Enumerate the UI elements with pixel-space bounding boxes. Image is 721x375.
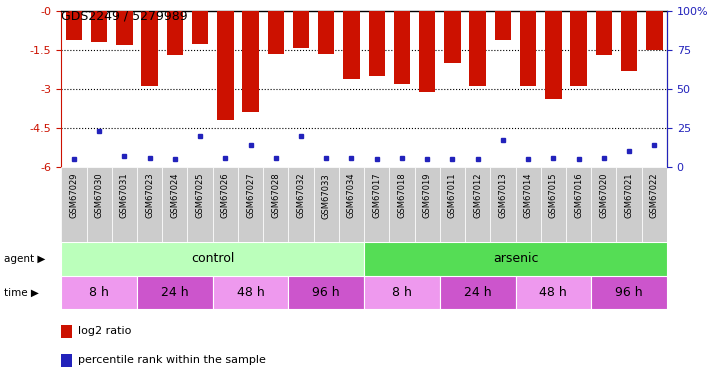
Text: GSM67033: GSM67033 <box>322 173 331 219</box>
Bar <box>116 11 133 45</box>
Bar <box>293 11 309 48</box>
Text: GSM67020: GSM67020 <box>599 173 609 218</box>
Text: 48 h: 48 h <box>539 286 567 299</box>
Text: log2 ratio: log2 ratio <box>79 326 132 336</box>
Text: 8 h: 8 h <box>89 286 109 299</box>
Bar <box>238 167 263 242</box>
Text: GSM67016: GSM67016 <box>574 173 583 219</box>
Bar <box>267 11 284 54</box>
Bar <box>137 276 213 309</box>
Bar <box>490 167 516 242</box>
Bar <box>591 276 667 309</box>
Text: GSM67025: GSM67025 <box>195 173 205 218</box>
Bar <box>288 167 314 242</box>
Bar <box>213 167 238 242</box>
Bar <box>137 167 162 242</box>
Text: GSM67013: GSM67013 <box>498 173 508 219</box>
Bar <box>364 167 389 242</box>
Text: GSM67014: GSM67014 <box>523 173 533 218</box>
Text: 48 h: 48 h <box>236 286 265 299</box>
Bar <box>263 167 288 242</box>
Bar <box>616 167 642 242</box>
Text: GSM67017: GSM67017 <box>372 173 381 219</box>
Text: 8 h: 8 h <box>392 286 412 299</box>
Bar <box>61 242 364 276</box>
Bar <box>394 11 410 84</box>
Bar <box>318 11 335 54</box>
Text: percentile rank within the sample: percentile rank within the sample <box>79 356 266 366</box>
Bar <box>368 11 385 76</box>
Text: GDS2249 / 5279989: GDS2249 / 5279989 <box>61 9 188 22</box>
Text: GSM67012: GSM67012 <box>473 173 482 218</box>
Bar <box>440 276 516 309</box>
Text: 96 h: 96 h <box>312 286 340 299</box>
Bar <box>61 276 137 309</box>
Bar <box>343 11 360 79</box>
Text: GSM67031: GSM67031 <box>120 173 129 219</box>
Bar <box>545 11 562 99</box>
Bar <box>646 11 663 50</box>
Bar <box>520 11 536 87</box>
Bar <box>192 11 208 44</box>
Bar <box>61 354 72 367</box>
Bar <box>364 242 667 276</box>
Text: GSM67018: GSM67018 <box>397 173 407 219</box>
Bar <box>415 167 440 242</box>
Text: GSM67022: GSM67022 <box>650 173 659 218</box>
Text: GSM67023: GSM67023 <box>145 173 154 219</box>
Bar <box>591 167 616 242</box>
Bar <box>187 167 213 242</box>
Bar <box>91 11 107 42</box>
Text: GSM67019: GSM67019 <box>423 173 432 218</box>
Text: arsenic: arsenic <box>492 252 539 265</box>
Text: GSM67024: GSM67024 <box>170 173 180 218</box>
Bar <box>339 167 364 242</box>
Text: GSM67021: GSM67021 <box>624 173 634 218</box>
Text: agent ▶: agent ▶ <box>4 254 45 264</box>
Bar <box>112 167 137 242</box>
Bar <box>66 11 82 40</box>
Text: GSM67027: GSM67027 <box>246 173 255 219</box>
Bar <box>621 11 637 71</box>
Bar <box>141 11 158 87</box>
Text: 24 h: 24 h <box>464 286 492 299</box>
Text: GSM67011: GSM67011 <box>448 173 457 218</box>
Bar <box>314 167 339 242</box>
Bar <box>389 167 415 242</box>
Bar <box>440 167 465 242</box>
Bar <box>61 167 87 242</box>
Bar <box>162 167 187 242</box>
Text: 96 h: 96 h <box>615 286 643 299</box>
Bar <box>61 325 72 338</box>
Bar <box>288 276 364 309</box>
Text: GSM67029: GSM67029 <box>69 173 79 218</box>
Bar <box>242 11 259 112</box>
Bar <box>541 167 566 242</box>
Text: GSM67015: GSM67015 <box>549 173 558 218</box>
Bar <box>217 11 234 120</box>
Bar <box>419 11 435 92</box>
Bar <box>566 167 591 242</box>
Text: 24 h: 24 h <box>161 286 189 299</box>
Bar <box>213 276 288 309</box>
Text: time ▶: time ▶ <box>4 288 38 297</box>
Bar <box>516 167 541 242</box>
Bar <box>570 11 587 87</box>
Text: GSM67028: GSM67028 <box>271 173 280 219</box>
Bar <box>642 167 667 242</box>
Bar <box>465 167 490 242</box>
Bar <box>364 276 440 309</box>
Bar <box>516 276 591 309</box>
Text: GSM67034: GSM67034 <box>347 173 356 219</box>
Bar <box>596 11 612 56</box>
Bar <box>495 11 511 40</box>
Text: GSM67032: GSM67032 <box>296 173 306 219</box>
Bar <box>87 167 112 242</box>
Text: GSM67030: GSM67030 <box>94 173 104 219</box>
Bar <box>167 11 183 56</box>
Text: control: control <box>191 252 234 265</box>
Bar <box>469 11 486 87</box>
Bar <box>444 11 461 63</box>
Text: GSM67026: GSM67026 <box>221 173 230 219</box>
